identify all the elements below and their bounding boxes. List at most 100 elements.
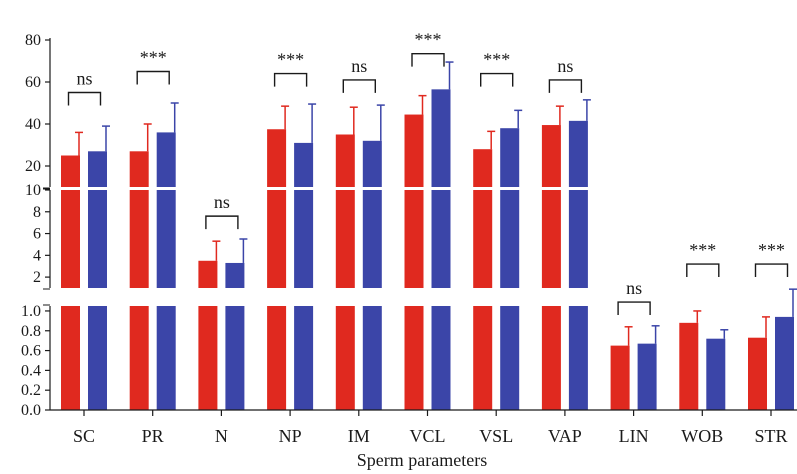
sig-bracket-np <box>273 72 308 87</box>
sig-label-n: ns <box>214 192 230 212</box>
bar-im-s1 <box>335 306 355 410</box>
y-tick-label: 0.2 <box>21 382 41 399</box>
bar-n-s2 <box>225 262 245 288</box>
x-axis-title: Sperm parameters <box>357 450 487 470</box>
y-tick-label: 40 <box>25 116 41 133</box>
y-tick-label: 6 <box>33 226 41 243</box>
y-tick-label: 0.8 <box>21 323 41 340</box>
bar-vap-s1 <box>541 306 561 410</box>
bar-wob-s1 <box>679 322 699 410</box>
sig-label-sc: ns <box>76 69 92 89</box>
sig-label-wob: *** <box>689 240 716 260</box>
bar-np-s2 <box>294 142 314 187</box>
bar-vap-s1 <box>541 125 561 187</box>
bar-sc-s1 <box>61 155 80 187</box>
bar-vap-s2 <box>568 190 588 288</box>
bar-vap-s2 <box>568 120 588 187</box>
sig-bracket-vap <box>548 79 583 93</box>
bar-sc-s1 <box>61 306 80 410</box>
sig-bracket-sc <box>67 91 102 106</box>
sig-bracket-str <box>754 263 789 278</box>
bar-np-s2 <box>294 306 314 410</box>
y-tick-label: 0.6 <box>21 343 41 360</box>
bar-np-s1 <box>267 129 287 187</box>
bar-im-s1 <box>335 190 355 288</box>
x-tick-label-wob: WOB <box>681 426 723 446</box>
bar-lin-s1 <box>610 345 630 410</box>
y-tick-label: 0.0 <box>21 402 41 419</box>
bar-str-s1 <box>748 337 767 410</box>
bar-vcl-s2 <box>431 306 451 410</box>
bar-n-s1 <box>198 306 218 410</box>
sig-label-lin: ns <box>626 278 642 298</box>
bar-vap-s2 <box>568 306 588 410</box>
bar-vcl-s2 <box>431 89 451 187</box>
bar-vsl-s1 <box>473 190 493 288</box>
x-tick-label-str: STR <box>754 426 787 446</box>
bar-vsl-s2 <box>500 190 520 288</box>
chart-panels: 20 40 60 80 2 4 6 8 10 0.0 0.2 0.4 0.6 0.8 1.0 <box>21 32 51 419</box>
bar-np-s1 <box>267 190 287 288</box>
x-tick-label-lin: LIN <box>619 426 649 446</box>
x-tick-label-n: N <box>215 426 228 446</box>
bar-sc-s2 <box>88 151 107 187</box>
sig-bracket-lin <box>617 301 651 316</box>
sig-bracket-pr <box>136 70 170 85</box>
bar-sc-s2 <box>88 306 107 410</box>
bar-vsl-s1 <box>473 149 493 187</box>
y-tick-label: 2 <box>33 269 41 286</box>
bar-vsl-s2 <box>500 306 520 410</box>
bar-np-s2 <box>294 190 314 288</box>
bar-im-s1 <box>335 134 355 187</box>
y-tick-label: 10 <box>25 182 41 199</box>
x-tick-label-np: NP <box>279 426 302 446</box>
bar-lin-s2 <box>637 343 657 410</box>
sig-bracket-im <box>342 79 376 93</box>
chart-bars <box>61 89 794 410</box>
x-tick-label-vap: VAP <box>548 426 582 446</box>
x-tick-label-vsl: VSL <box>479 426 513 446</box>
bar-im-s2 <box>362 140 382 187</box>
bar-vcl-s1 <box>404 306 424 410</box>
bar-im-s2 <box>362 190 382 288</box>
bar-pr-s1 <box>129 306 149 410</box>
bar-vap-s1 <box>541 190 561 288</box>
sig-bracket-vcl <box>411 52 445 67</box>
sig-label-vsl: *** <box>483 50 510 70</box>
bar-pr-s2 <box>156 306 176 410</box>
sig-label-pr: *** <box>140 48 167 68</box>
bar-sc-s2 <box>88 190 107 288</box>
x-tick-label-sc: SC <box>73 426 95 446</box>
sig-label-str: *** <box>758 240 785 260</box>
x-tick-label-pr: PR <box>142 426 164 446</box>
y-tick-label: 60 <box>25 74 41 91</box>
sig-label-np: *** <box>277 50 304 70</box>
bar-pr-s1 <box>129 151 149 187</box>
sig-label-vap: ns <box>557 56 573 76</box>
y-tick-label: 20 <box>25 158 41 175</box>
bar-np-s1 <box>267 306 287 410</box>
x-tick-label-vcl: VCL <box>410 426 446 446</box>
bar-sc-s1 <box>61 190 80 288</box>
bar-n-s1 <box>198 260 218 288</box>
bar-vsl-s1 <box>473 306 493 410</box>
y-tick-label: 8 <box>33 204 41 221</box>
bar-vcl-s1 <box>404 114 424 187</box>
bar-vcl-s2 <box>431 190 451 288</box>
bar-vcl-s1 <box>404 190 424 288</box>
sig-bracket-wob <box>686 263 720 278</box>
chart-significance: ns *** ns *** ns *** *** ns ns *** *** <box>67 30 789 316</box>
bar-pr-s2 <box>156 132 176 187</box>
y-tick-label: 80 <box>25 32 41 49</box>
bar-wob-s2 <box>706 338 726 410</box>
y-tick-label: 0.4 <box>21 362 41 379</box>
y-tick-label: 1.0 <box>21 303 41 320</box>
bar-pr-s1 <box>129 190 149 288</box>
y-tick-label: 4 <box>33 247 41 264</box>
chart-x-axis: SC PR N NP IM VCL VSL VAP LIN WOB STR <box>50 409 797 446</box>
sig-label-vcl: *** <box>415 30 442 50</box>
sig-bracket-vsl <box>480 72 514 87</box>
sig-label-im: ns <box>351 56 367 76</box>
x-tick-label-im: IM <box>348 426 370 446</box>
